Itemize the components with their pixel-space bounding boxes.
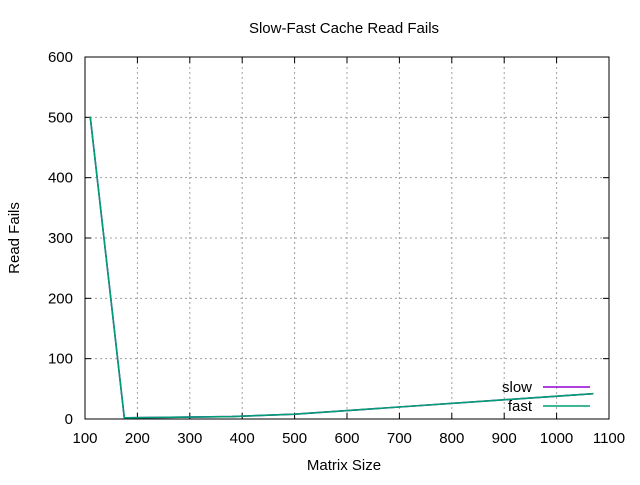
y-tick-label: 400 xyxy=(48,170,73,187)
legend-label-slow: slow xyxy=(502,379,532,396)
x-tick-label: 1100 xyxy=(593,430,625,447)
x-tick-label: 1000 xyxy=(540,430,573,447)
x-tick-label: 800 xyxy=(439,430,464,447)
y-tick-label: 100 xyxy=(48,351,73,368)
y-tick-label: 0 xyxy=(65,411,73,428)
legend-label-fast: fast xyxy=(508,398,533,415)
y-tick-label: 600 xyxy=(48,49,73,66)
x-tick-label: 300 xyxy=(177,430,202,447)
legend: slow fast xyxy=(502,379,590,415)
x-tick-label: 700 xyxy=(387,430,412,447)
x-tick-label: 100 xyxy=(72,430,97,447)
ticks-layer: 100 200 300 400 500 600 700 800 900 1000 1100 0 100 2… xyxy=(48,49,625,447)
series-line-slow xyxy=(89,116,594,419)
x-tick-label: 500 xyxy=(282,430,307,447)
series-layer xyxy=(89,116,594,419)
grid-layer xyxy=(85,57,609,419)
x-tick-label: 200 xyxy=(125,430,150,447)
y-tick-label: 300 xyxy=(48,230,73,247)
y-tick-label: 500 xyxy=(48,109,73,126)
x-axis-label: Matrix Size xyxy=(307,457,381,474)
chart-title: Slow-Fast Cache Read Fails xyxy=(249,20,439,37)
x-tick-label: 600 xyxy=(334,430,359,447)
x-tick-label: 400 xyxy=(230,430,255,447)
series-line-fast xyxy=(89,116,594,419)
y-axis-label: Read Fails xyxy=(6,202,23,274)
x-tick-label: 900 xyxy=(492,430,517,447)
y-tick-label: 200 xyxy=(48,290,73,307)
